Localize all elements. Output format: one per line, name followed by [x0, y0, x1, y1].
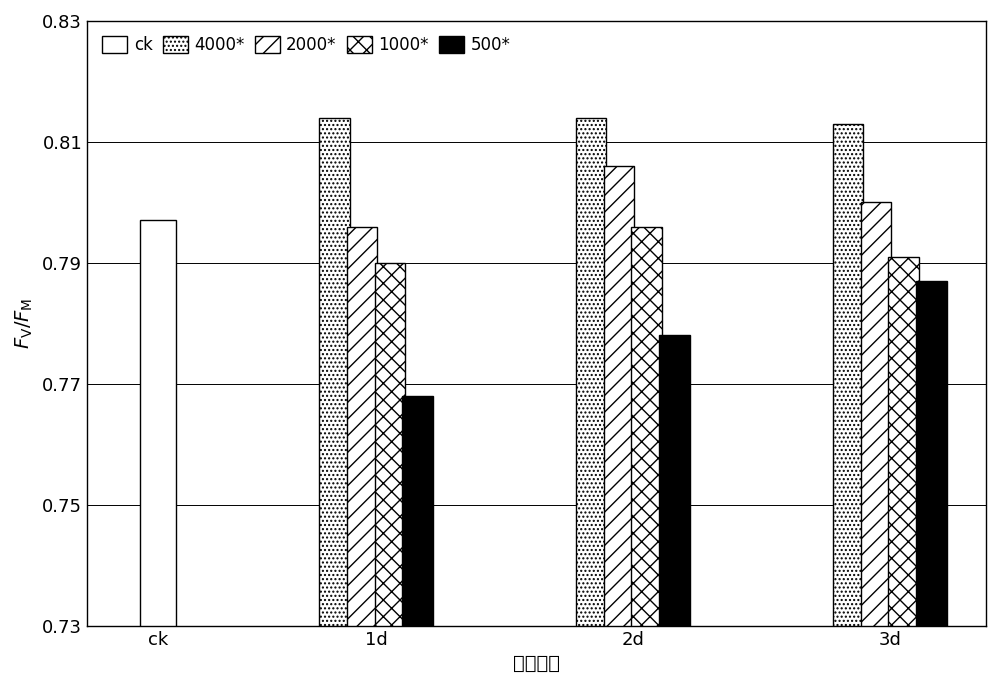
- Bar: [631, 227, 662, 626]
- Bar: [604, 166, 634, 626]
- Bar: [375, 263, 405, 626]
- Bar: [576, 117, 606, 626]
- Bar: [140, 221, 176, 626]
- Bar: [861, 203, 891, 626]
- Legend: ck, 4000*, 2000*, 1000*, 500*: ck, 4000*, 2000*, 1000*, 500*: [95, 30, 517, 60]
- Bar: [347, 227, 377, 626]
- Bar: [888, 257, 919, 626]
- Bar: [319, 117, 350, 626]
- X-axis label: 处理时间: 处理时间: [513, 654, 560, 673]
- Bar: [916, 281, 947, 626]
- Bar: [402, 396, 433, 626]
- Bar: [659, 335, 690, 626]
- Bar: [833, 124, 863, 626]
- Y-axis label: $F_{\mathrm{V}}/F_{\mathrm{M}}$: $F_{\mathrm{V}}/F_{\mathrm{M}}$: [14, 297, 35, 349]
